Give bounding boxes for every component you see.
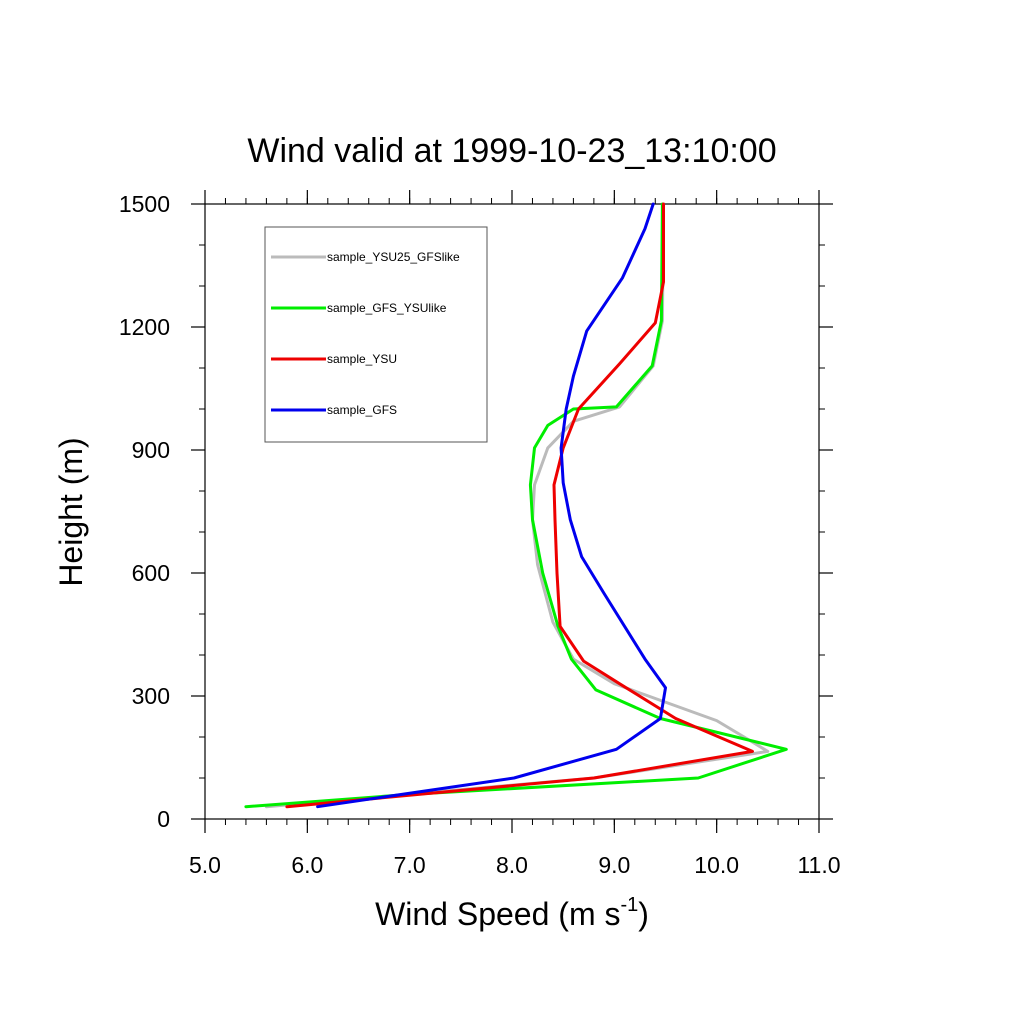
series-line-sample-gfs-ysulike	[244, 202, 788, 809]
x-tick-label: 10.0	[694, 852, 739, 878]
x-tick-label: 6.0	[291, 852, 323, 878]
legend-label: sample_YSU	[327, 352, 397, 366]
legend-items: sample_YSU25_GFSlike sample_GFS_YSUlikesa…	[271, 250, 460, 417]
y-tick-label: 0	[157, 806, 170, 832]
x-axis-label-main: Wind Speed (m s	[375, 896, 620, 932]
x-axis-label-end: )	[638, 896, 649, 932]
legend-label: sample_YSU25_GFSlike	[327, 250, 460, 264]
x-tick-label: 7.0	[394, 852, 426, 878]
y-tick-label: 900	[132, 437, 170, 463]
x-tick-labels: 5.0 6.0 7.0 8.0 9.0 10.0 11.0	[189, 852, 841, 878]
x-tick-label: 9.0	[598, 852, 630, 878]
series-lines	[244, 202, 788, 809]
x-axis-label: Wind Speed (m s-1)	[375, 894, 649, 932]
chart-title: Wind valid at 1999-10-23_13:10:00	[247, 132, 776, 170]
y-tick-labels: 0 300 600 900 1200 1500	[119, 191, 170, 832]
y-tick-label: 1200	[119, 314, 170, 340]
x-tick-label: 8.0	[496, 852, 528, 878]
y-tick-label: 600	[132, 560, 170, 586]
y-axis-label: Height (m)	[53, 437, 89, 586]
legend-label: sample_GFS	[327, 403, 397, 417]
x-tick-label: 11.0	[797, 852, 840, 878]
series-line-sample-gfs	[316, 202, 667, 809]
y-tick-label: 300	[132, 683, 170, 709]
major-ticks	[191, 190, 833, 833]
series-line-sample-ysu	[285, 202, 754, 809]
legend: sample_YSU25_GFSlike sample_GFS_YSUlikesa…	[264, 226, 488, 443]
x-axis-label-superscript: -1	[620, 894, 638, 916]
legend-box	[264, 226, 488, 443]
x-tick-label: 5.0	[189, 852, 221, 878]
legend-label: sample_GFS_YSUlike	[327, 301, 447, 315]
y-tick-label: 1500	[119, 191, 170, 217]
series-line-sample-ysu25-gfslike	[264, 202, 770, 809]
